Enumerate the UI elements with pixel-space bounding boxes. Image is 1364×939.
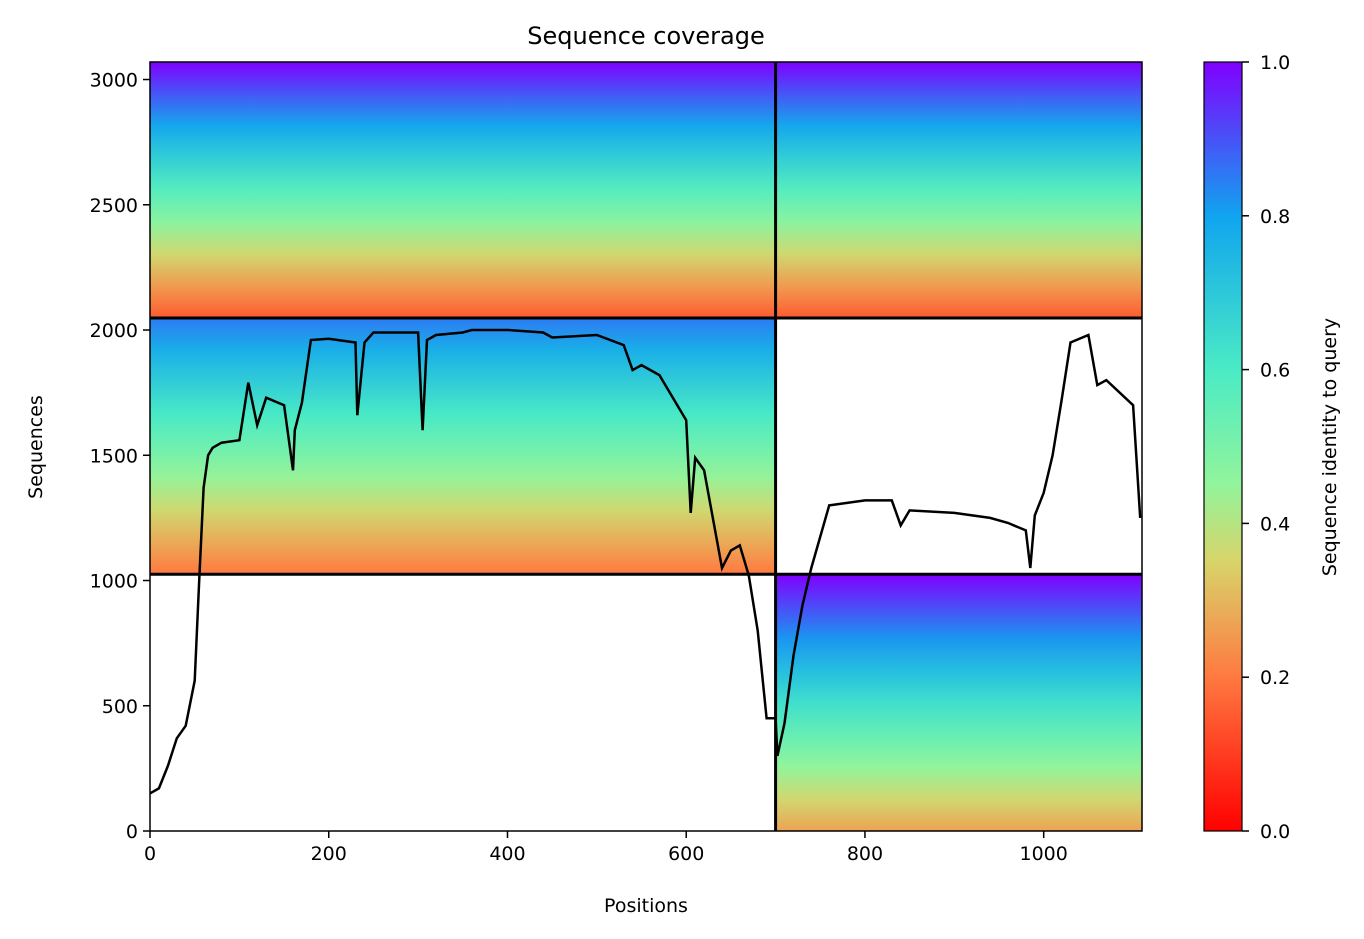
colorbar-tick-label: 0.6 (1260, 360, 1290, 382)
y-tick-label: 500 (102, 696, 138, 718)
x-tick-label: 0 (144, 843, 156, 865)
x-tick-label: 1000 (1020, 843, 1068, 865)
y-tick-label: 1000 (90, 571, 138, 593)
x-tick-label: 800 (847, 843, 883, 865)
colorbar-label: Sequence identity to query (1319, 318, 1341, 576)
colorbar-tick-label: 0.4 (1260, 513, 1290, 535)
colorbar-tick-label: 0.0 (1260, 821, 1290, 843)
y-tick-label: 2000 (90, 320, 138, 342)
msa-block (150, 62, 776, 318)
x-tick-label: 400 (489, 843, 525, 865)
x-axis-label: Positions (604, 895, 688, 917)
colorbar-tick-label: 1.0 (1260, 52, 1290, 74)
msa-block (775, 62, 1142, 318)
x-tick-label: 200 (311, 843, 347, 865)
y-tick-label: 3000 (90, 70, 138, 92)
colorbar (1203, 61, 1243, 832)
y-tick-label: 0 (126, 821, 138, 843)
colorbar-tick-label: 0.2 (1260, 667, 1290, 689)
x-tick-label: 600 (668, 843, 704, 865)
chart-title: Sequence coverage (527, 22, 764, 50)
msa-block (775, 574, 1142, 831)
colorbar-tick-label: 0.8 (1260, 206, 1290, 228)
plot-frame (149, 61, 1143, 832)
y-axis-label: Sequences (25, 395, 47, 499)
coverage-line (150, 328, 1142, 795)
y-tick-label: 2500 (90, 195, 138, 217)
msa-block (150, 317, 776, 575)
y-tick-label: 1500 (90, 445, 138, 467)
